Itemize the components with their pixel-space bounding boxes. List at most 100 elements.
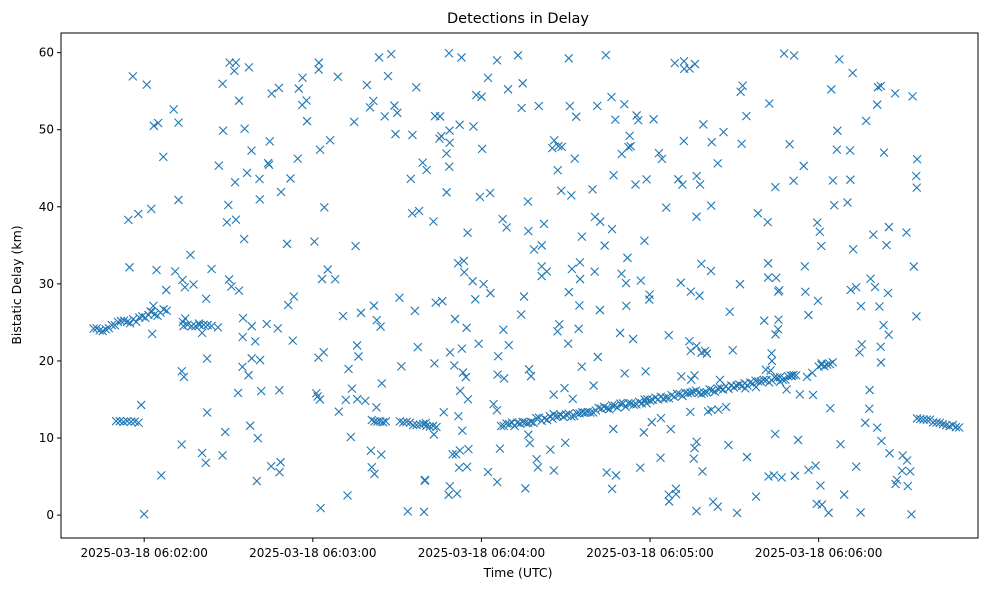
data-point: [222, 217, 232, 227]
data-point: [745, 378, 755, 387]
data-point: [902, 456, 912, 465]
data-point: [567, 412, 576, 421]
data-point: [325, 135, 335, 145]
data-point: [833, 126, 842, 136]
data-point: [736, 87, 746, 97]
data-point: [763, 273, 773, 282]
data-point: [592, 101, 602, 111]
data-point: [142, 80, 152, 90]
data-point: [725, 307, 735, 317]
data-point: [152, 265, 161, 275]
data-point: [107, 320, 117, 330]
data-point: [609, 170, 618, 180]
data-point: [244, 370, 253, 380]
data-point: [734, 380, 744, 389]
data-point: [496, 421, 506, 431]
data-point: [666, 424, 676, 434]
data-point: [641, 366, 650, 376]
data-point: [395, 293, 404, 303]
data-point: [437, 296, 447, 306]
data-point: [319, 347, 329, 357]
data-point: [879, 320, 888, 330]
data-point: [229, 66, 239, 76]
data-point: [656, 453, 665, 463]
data-point: [343, 490, 352, 500]
data-point: [771, 273, 781, 283]
data-point: [882, 240, 891, 250]
data-point: [954, 423, 964, 432]
data-point: [679, 136, 689, 146]
data-point: [676, 371, 686, 381]
data-point: [764, 99, 774, 108]
data-point: [367, 462, 377, 472]
data-point: [201, 294, 211, 304]
data-point: [770, 429, 780, 439]
data-point: [661, 203, 671, 213]
data-point: [884, 330, 894, 340]
data-point: [684, 336, 694, 346]
data-point: [122, 416, 132, 426]
data-point: [875, 302, 884, 311]
data-point: [575, 258, 585, 267]
data-point: [360, 396, 370, 406]
data-point: [413, 342, 423, 352]
data-point: [161, 285, 171, 295]
data-point: [905, 467, 915, 476]
data-point: [253, 433, 263, 443]
data-point: [520, 484, 530, 493]
data-point: [256, 386, 266, 396]
x-tick-label: 2025-03-18 06:02:00: [80, 546, 207, 560]
data-point: [706, 266, 716, 276]
data-point: [282, 239, 292, 249]
data-point: [227, 282, 236, 291]
data-point: [231, 58, 241, 67]
data-point: [294, 84, 304, 93]
data-point: [311, 388, 321, 398]
data-point: [293, 154, 303, 163]
data-point: [455, 446, 465, 455]
data-point: [607, 484, 617, 494]
data-point: [742, 111, 751, 121]
y-tick-label: 40: [39, 200, 54, 214]
data-point: [389, 101, 399, 111]
data-point: [444, 162, 454, 171]
data-point: [180, 282, 190, 292]
plot-frame: [60, 32, 979, 539]
data-point: [442, 187, 451, 197]
data-point: [692, 506, 701, 516]
data-point: [495, 444, 505, 453]
data-point: [354, 352, 363, 361]
data-point: [671, 489, 681, 499]
data-point: [599, 402, 609, 412]
data-point: [493, 370, 503, 380]
data-point: [843, 198, 852, 207]
data-point: [274, 83, 284, 93]
data-point: [547, 143, 557, 153]
data-point: [773, 324, 783, 334]
data-point: [635, 463, 645, 472]
data-point: [634, 397, 644, 407]
data-point: [376, 450, 386, 460]
data-point: [207, 264, 216, 274]
data-point: [695, 180, 705, 189]
data-point: [498, 325, 508, 335]
data-point: [365, 103, 375, 112]
data-point: [267, 89, 277, 98]
data-point: [158, 152, 168, 162]
data-point: [589, 381, 598, 390]
data-point: [411, 82, 421, 92]
data-point: [266, 461, 276, 471]
data-point: [773, 287, 783, 296]
data-point: [615, 328, 625, 338]
data-point: [763, 258, 773, 268]
data-point: [239, 234, 249, 244]
data-point: [706, 201, 716, 210]
data-point: [457, 426, 467, 436]
data-point: [489, 399, 498, 409]
data-point: [575, 274, 585, 284]
data-point: [533, 462, 543, 472]
data-point: [706, 405, 716, 415]
data-point: [593, 352, 603, 362]
data-point: [626, 141, 636, 151]
data-point: [664, 497, 674, 506]
